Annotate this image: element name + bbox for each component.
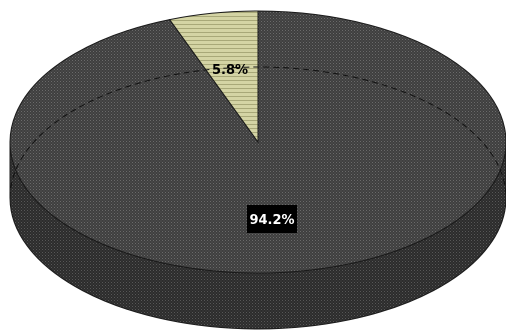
label-box-94 [247, 205, 297, 233]
pie-back-edge [9, 66, 506, 199]
slices-layer [9, 10, 506, 330]
pie-label-94: 94.2% [249, 213, 294, 228]
pie-label-5: 5.8% [212, 63, 248, 78]
pie-slice-5 [168, 10, 259, 144]
labels-layer: 94.2% 5.8% [212, 63, 297, 233]
pie-slice-94 [9, 10, 506, 274]
